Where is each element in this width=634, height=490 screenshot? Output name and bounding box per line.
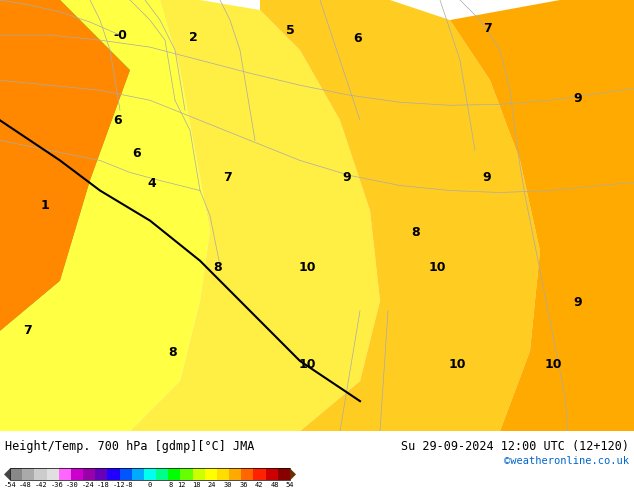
Bar: [266, 468, 278, 480]
Text: 10: 10: [298, 358, 316, 370]
Bar: [181, 468, 193, 480]
Bar: [71, 468, 83, 480]
Bar: [193, 468, 205, 480]
Polygon shape: [450, 0, 634, 431]
Text: 30: 30: [224, 482, 232, 488]
Text: 6: 6: [354, 32, 362, 45]
Bar: [168, 468, 181, 480]
Text: -36: -36: [50, 482, 63, 488]
Text: 2: 2: [189, 30, 197, 44]
Bar: [120, 468, 132, 480]
Polygon shape: [130, 0, 380, 431]
Text: 10: 10: [448, 358, 466, 370]
Bar: [107, 468, 120, 480]
Bar: [83, 468, 95, 480]
Text: 0: 0: [148, 482, 152, 488]
Text: -30: -30: [66, 482, 79, 488]
Text: -24: -24: [81, 482, 94, 488]
Text: 9: 9: [343, 171, 351, 184]
Bar: [59, 468, 71, 480]
Bar: [242, 468, 254, 480]
Text: -18: -18: [97, 482, 110, 488]
Text: 12: 12: [177, 482, 185, 488]
Bar: [10, 468, 22, 480]
Bar: [144, 468, 156, 480]
Text: 7: 7: [224, 171, 233, 184]
Bar: [156, 468, 168, 480]
Polygon shape: [0, 0, 160, 331]
Text: ©weatheronline.co.uk: ©weatheronline.co.uk: [504, 456, 629, 466]
Text: -0: -0: [113, 28, 127, 42]
Text: 42: 42: [255, 482, 263, 488]
Polygon shape: [4, 468, 10, 480]
Text: 10: 10: [544, 358, 562, 370]
Bar: [229, 468, 242, 480]
Bar: [132, 468, 144, 480]
Text: 36: 36: [239, 482, 248, 488]
Bar: [46, 468, 59, 480]
Text: 8: 8: [169, 482, 173, 488]
Text: 18: 18: [192, 482, 201, 488]
Text: Height/Temp. 700 hPa [gdmp][°C] JMA: Height/Temp. 700 hPa [gdmp][°C] JMA: [5, 440, 254, 453]
Polygon shape: [0, 0, 210, 431]
Text: -48: -48: [19, 482, 32, 488]
Bar: [10, 468, 290, 480]
Text: 8: 8: [169, 346, 178, 360]
Bar: [278, 468, 290, 480]
Text: 7: 7: [23, 324, 32, 338]
Text: 6: 6: [113, 114, 122, 127]
Text: 48: 48: [270, 482, 279, 488]
Text: -8: -8: [125, 482, 134, 488]
Text: -42: -42: [35, 482, 48, 488]
Text: Su 29-09-2024 12:00 UTC (12+120): Su 29-09-2024 12:00 UTC (12+120): [401, 440, 629, 453]
Text: 24: 24: [208, 482, 216, 488]
Bar: [217, 468, 229, 480]
Text: 9: 9: [482, 171, 491, 184]
Bar: [34, 468, 46, 480]
Bar: [254, 468, 266, 480]
Text: -12: -12: [112, 482, 126, 488]
Text: 9: 9: [574, 92, 582, 105]
Text: 8: 8: [411, 226, 420, 239]
Text: 54: 54: [286, 482, 294, 488]
Bar: [95, 468, 107, 480]
Text: 7: 7: [484, 22, 493, 35]
Text: 5: 5: [286, 24, 294, 37]
Text: 10: 10: [428, 261, 446, 274]
Text: 10: 10: [298, 261, 316, 274]
Text: -54: -54: [4, 482, 16, 488]
Text: 4: 4: [148, 177, 157, 190]
Bar: [205, 468, 217, 480]
Text: 9: 9: [574, 296, 582, 309]
Polygon shape: [260, 0, 540, 431]
Polygon shape: [290, 468, 296, 480]
Polygon shape: [0, 0, 130, 431]
Text: 6: 6: [133, 147, 141, 160]
Bar: [22, 468, 34, 480]
Text: 1: 1: [41, 199, 49, 212]
Text: 8: 8: [214, 261, 223, 274]
